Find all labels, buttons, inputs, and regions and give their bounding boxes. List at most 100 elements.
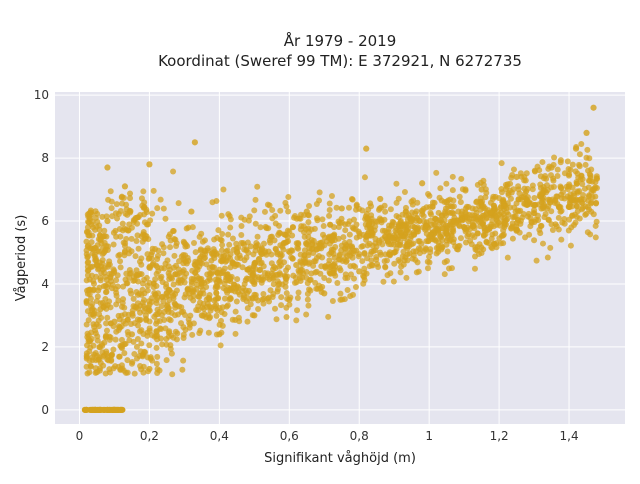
data-point: [579, 205, 586, 212]
data-point: [417, 246, 424, 253]
data-point: [180, 331, 187, 338]
data-point: [529, 186, 536, 193]
data-point: [139, 280, 146, 287]
data-point: [518, 194, 525, 201]
data-point: [127, 190, 134, 197]
data-point: [204, 245, 211, 252]
data-point: [443, 199, 450, 206]
data-point: [579, 181, 586, 188]
data-point: [397, 269, 404, 276]
data-point: [491, 204, 498, 211]
data-point: [235, 284, 242, 291]
data-point: [189, 267, 196, 274]
x-tick-label: 1,4: [560, 429, 579, 443]
data-point: [557, 159, 564, 166]
data-point: [91, 324, 98, 331]
data-point: [313, 200, 320, 207]
data-point: [289, 247, 296, 254]
data-point: [86, 357, 93, 364]
data-point: [182, 252, 189, 259]
data-point: [321, 274, 328, 281]
data-point: [381, 202, 388, 209]
data-point: [93, 261, 101, 269]
data-point: [138, 340, 145, 347]
data-point: [164, 257, 171, 264]
data-point: [118, 194, 125, 201]
data-point: [331, 224, 338, 231]
data-point: [97, 306, 104, 313]
data-point: [524, 213, 531, 220]
data-point: [174, 271, 181, 278]
data-point: [144, 251, 151, 258]
data-point: [170, 281, 177, 288]
data-point: [85, 258, 92, 265]
data-point: [251, 280, 258, 288]
data-point: [514, 226, 521, 233]
data-point: [578, 199, 585, 206]
data-point: [306, 202, 313, 209]
data-point: [107, 188, 114, 195]
data-point: [110, 346, 117, 353]
data-point: [295, 289, 302, 296]
data-point: [85, 287, 92, 294]
data-point: [537, 173, 544, 180]
data-point: [136, 258, 143, 265]
data-point: [238, 214, 245, 221]
data-point: [592, 234, 599, 241]
data-point: [523, 196, 530, 203]
data-point: [513, 173, 520, 181]
data-point: [136, 353, 143, 360]
data-point: [415, 228, 422, 235]
data-point: [301, 247, 308, 254]
data-point: [278, 302, 285, 309]
data-point: [229, 235, 236, 242]
data-point: [535, 217, 542, 224]
data-point: [438, 246, 445, 253]
data-point: [312, 269, 319, 276]
y-tick-label: 2: [41, 340, 49, 354]
data-point: [515, 183, 522, 190]
data-point: [165, 233, 172, 240]
data-point: [338, 215, 345, 222]
data-point: [552, 221, 559, 228]
data-point: [111, 318, 118, 325]
data-point: [154, 366, 161, 373]
data-point: [239, 264, 246, 271]
data-point: [254, 183, 261, 190]
data-point: [108, 352, 115, 359]
data-point: [367, 200, 374, 207]
data-point: [83, 297, 90, 304]
data-point: [227, 294, 234, 301]
data-point: [450, 228, 457, 235]
data-point: [554, 200, 561, 207]
data-point: [213, 312, 220, 319]
data-point: [181, 294, 188, 301]
data-point: [348, 243, 355, 250]
data-point: [408, 217, 415, 225]
data-point: [389, 235, 396, 242]
data-point: [140, 188, 147, 195]
data-point: [191, 239, 198, 246]
data-point: [97, 275, 104, 282]
data-point: [124, 369, 131, 376]
data-point: [145, 304, 152, 311]
data-point: [310, 237, 317, 244]
data-point: [443, 228, 450, 235]
data-point: [441, 271, 448, 278]
data-point: [159, 341, 166, 348]
data-point: [369, 262, 376, 269]
data-point: [141, 199, 148, 206]
data-point: [569, 213, 576, 220]
data-point: [426, 192, 433, 199]
data-point: [96, 311, 103, 318]
data-point: [217, 342, 224, 349]
data-point: [419, 180, 426, 187]
data-point: [83, 247, 90, 254]
data-point: [355, 253, 362, 260]
data-point: [135, 245, 142, 252]
data-point: [508, 224, 515, 231]
data-point: [500, 231, 507, 238]
data-point: [244, 318, 251, 325]
data-point: [364, 242, 371, 249]
data-point: [108, 270, 115, 277]
